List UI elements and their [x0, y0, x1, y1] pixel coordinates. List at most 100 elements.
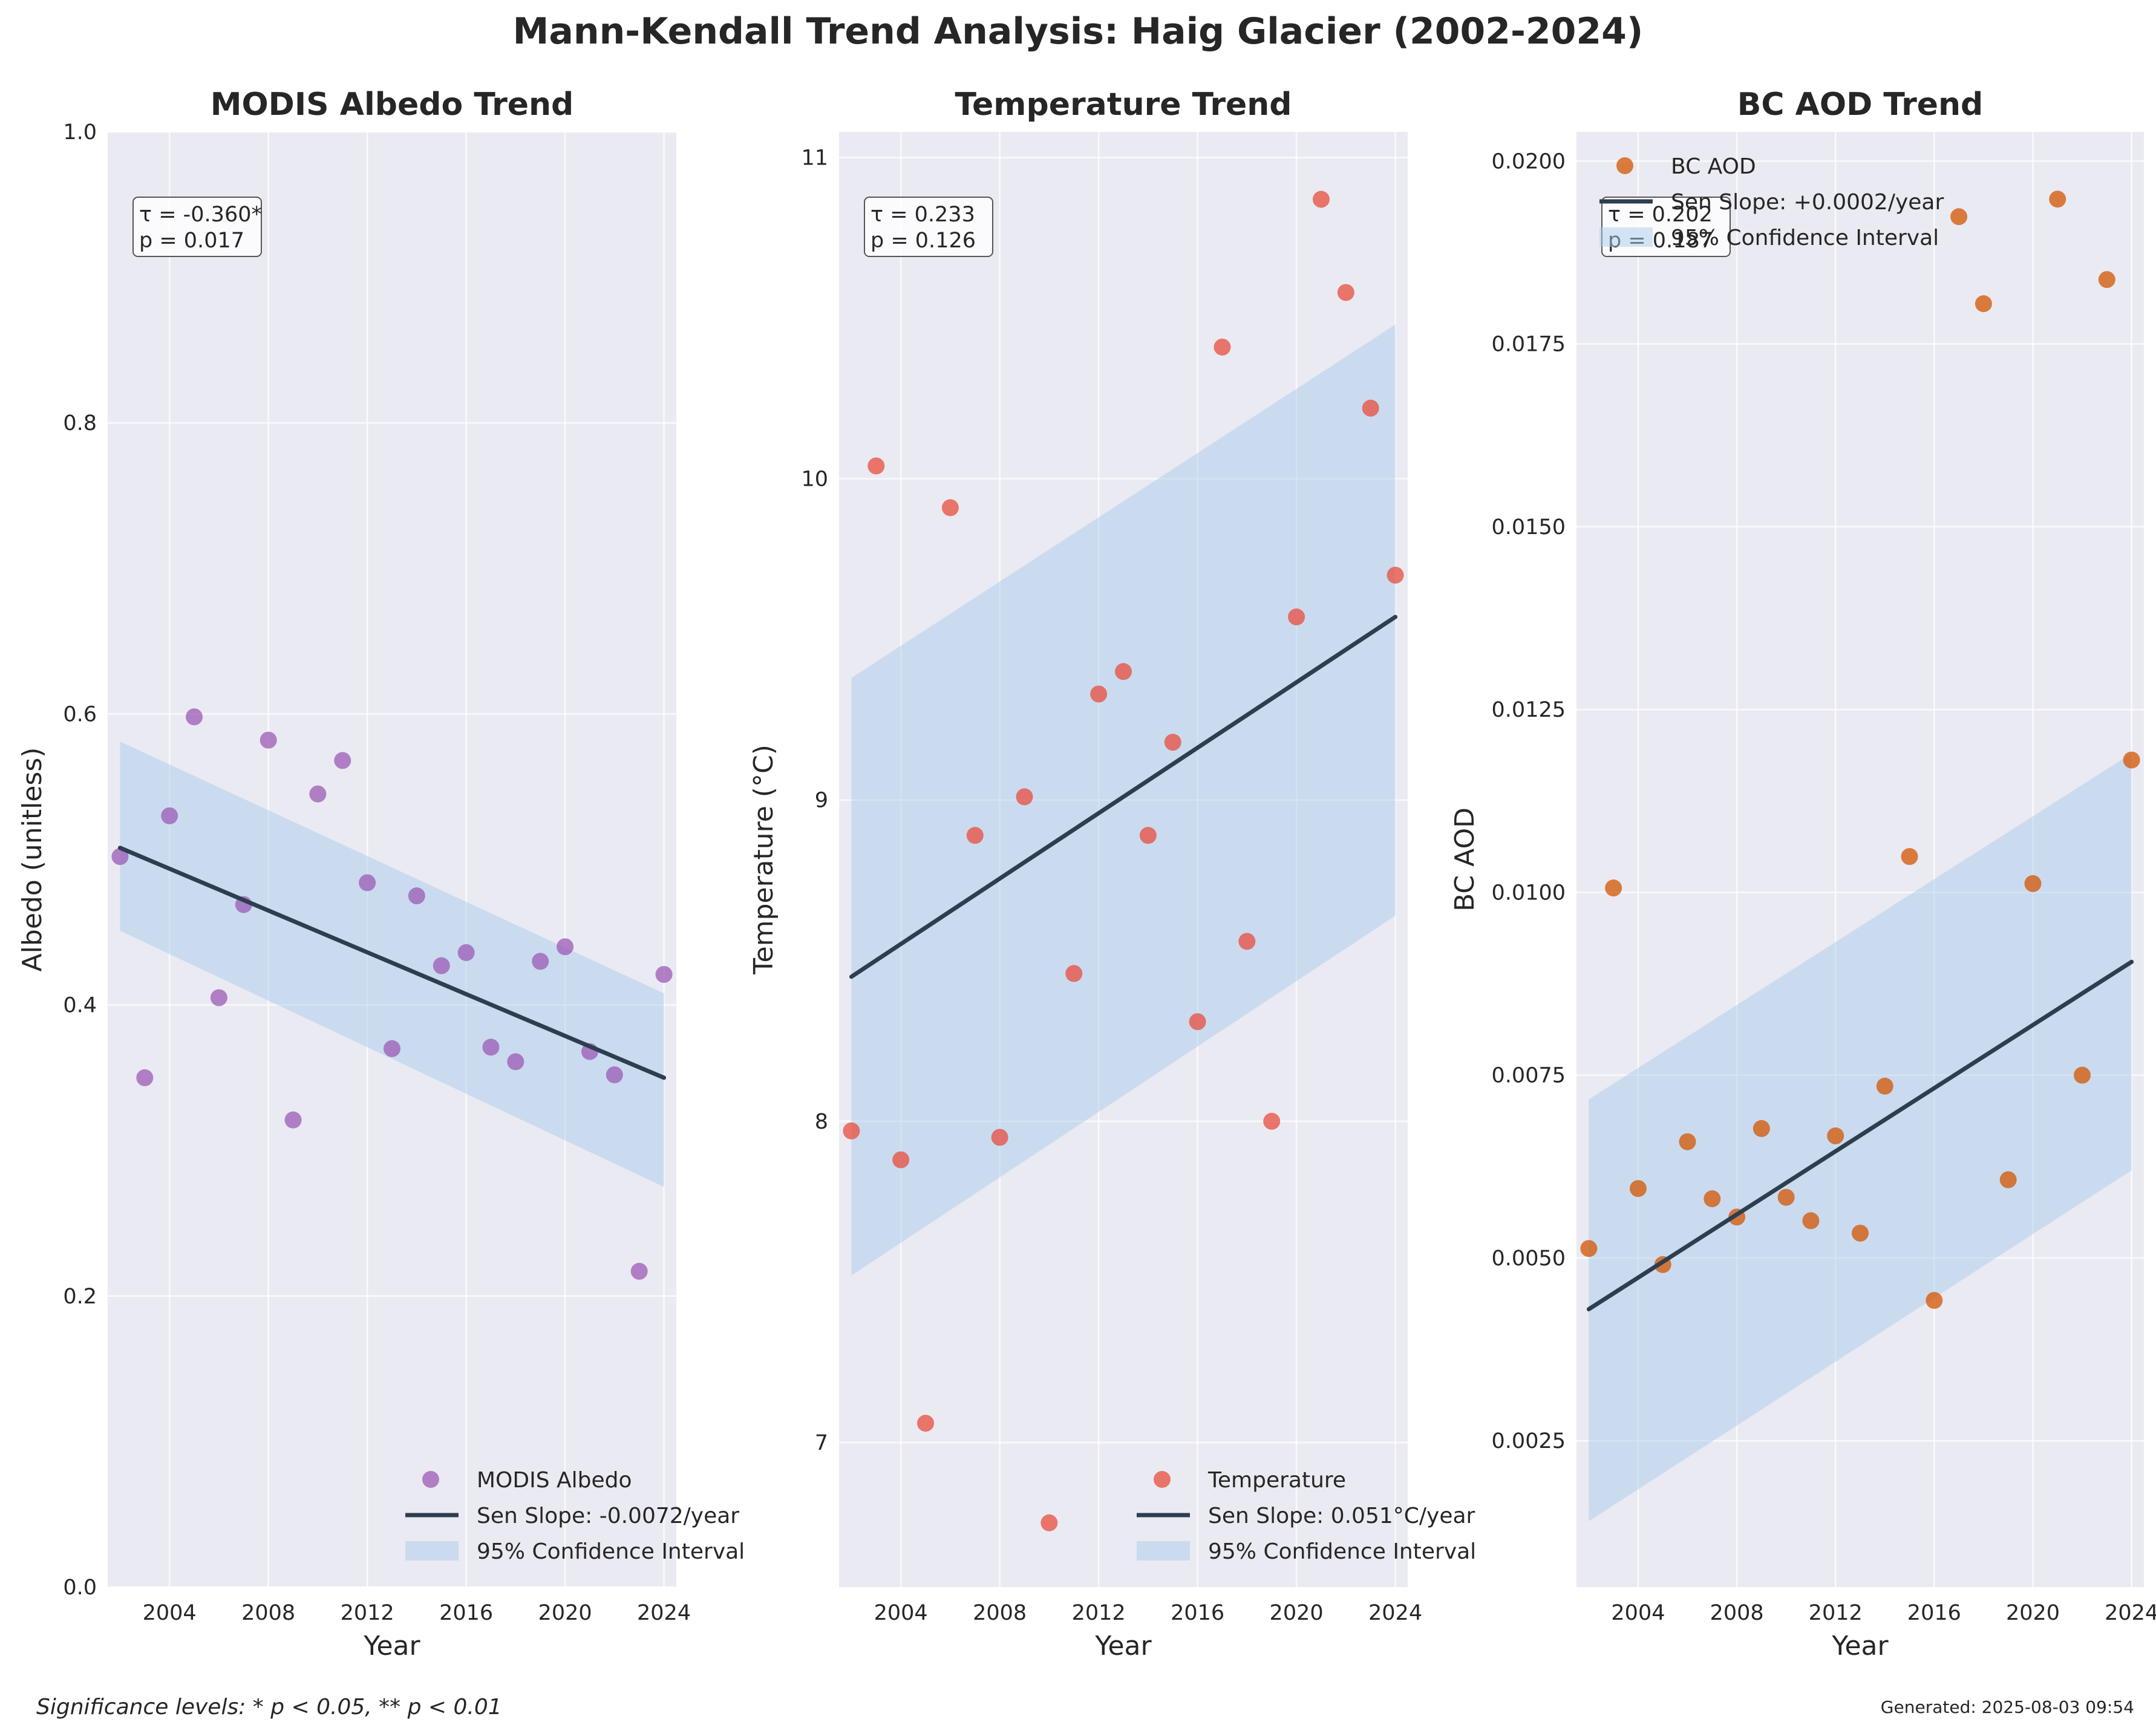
data-point — [1189, 1013, 1206, 1031]
data-point — [1362, 399, 1379, 417]
y-tick-label: 0.0200 — [1492, 149, 1566, 174]
data-point — [1090, 685, 1108, 703]
data-point — [111, 848, 129, 866]
legend-patch — [1137, 1541, 1190, 1560]
data-point — [1975, 295, 1992, 313]
y-tick-label: 11 — [801, 146, 828, 170]
legend-patch — [405, 1541, 459, 1560]
legend-patch — [1599, 227, 1653, 247]
data-point — [917, 1415, 935, 1432]
data-point — [1263, 1112, 1281, 1130]
data-point — [384, 1040, 400, 1057]
data-point — [1214, 338, 1231, 356]
y-tick-label: 0.0075 — [1492, 1064, 1566, 1088]
panel-title: MODIS Albedo Trend — [211, 86, 574, 123]
data-point — [1016, 788, 1033, 806]
confidence-interval-band — [851, 324, 1396, 1276]
x-tick-label: 2024 — [2105, 1601, 2156, 1625]
x-tick-label: 2016 — [1907, 1601, 1961, 1625]
data-point — [309, 785, 327, 803]
panel-temperature: 2004 2008 2012 2016 2020 2024 7 8 9 10 11 Temperatu… — [748, 86, 1476, 1661]
y-tick-label: 0.4 — [63, 994, 97, 1018]
tau-value: τ = 0.202 — [1608, 203, 1713, 227]
data-point — [507, 1053, 524, 1071]
sen-slope-line — [1586, 959, 2134, 1312]
y-tick-label: 0.0100 — [1492, 881, 1566, 905]
data-point — [1777, 1188, 1795, 1206]
data-point — [941, 499, 959, 517]
legend-label-series: Temperature — [1207, 1468, 1346, 1493]
y-tick-label: 9 — [815, 789, 828, 813]
data-point — [1115, 663, 1132, 680]
y-tick-label: 8 — [815, 1110, 828, 1134]
legend-label-series: MODIS Albedo — [477, 1468, 632, 1493]
y-tick-label: 10 — [801, 468, 828, 492]
x-tick-label: 2012 — [341, 1601, 394, 1625]
data-point — [482, 1038, 500, 1056]
x-axis-label: Year — [363, 1631, 420, 1661]
legend-label-sen-slope: Sen Slope: -0.0072/year — [477, 1504, 739, 1528]
significance-footnote: Significance levels: * p < 0.05, ** p < … — [36, 1695, 502, 1720]
legend-marker — [1154, 1471, 1171, 1488]
legend-label-sen-slope: Sen Slope: 0.051°C/year — [1208, 1504, 1475, 1528]
legend-label-ci: 95% Confidence Interval — [477, 1539, 745, 1564]
data-point — [1901, 848, 1918, 866]
data-point — [532, 953, 549, 970]
data-point — [991, 1129, 1008, 1146]
figure-suptitle: Mann-Kendall Trend Analysis: Haig Glacie… — [513, 10, 1644, 53]
generated-timestamp: Generated: 2025-08-03 09:54 — [1881, 1697, 2134, 1717]
data-point — [2024, 875, 2042, 892]
panel-modis-albedo: 2004 2008 2012 2016 2020 2024 0.0 0.2 0.4 0.6 0.8 1… — [17, 86, 745, 1661]
data-point — [1288, 608, 1305, 625]
x-tick-label: 2008 — [1710, 1601, 1764, 1625]
x-tick-label: 2004 — [1611, 1601, 1665, 1625]
x-tick-label: 2024 — [637, 1601, 691, 1625]
data-point — [1827, 1127, 1844, 1145]
data-point — [1802, 1212, 1820, 1230]
sen-slope-line — [117, 846, 667, 1080]
x-tick-label: 2004 — [143, 1601, 197, 1625]
data-point — [136, 1069, 154, 1086]
y-tick-label: 0.0025 — [1492, 1429, 1566, 1453]
y-tick-label: 0.6 — [63, 702, 97, 726]
x-tick-label: 2020 — [538, 1601, 592, 1625]
data-point — [1387, 566, 1404, 584]
data-point — [2074, 1066, 2091, 1084]
x-tick-label: 2016 — [1171, 1601, 1224, 1625]
data-point — [1950, 208, 1968, 226]
data-point — [334, 752, 351, 769]
data-point — [1040, 1514, 1058, 1531]
tau-value: τ = -0.360* — [139, 203, 262, 227]
x-axis-label: Year — [1094, 1631, 1152, 1661]
y-tick-label: 0.0150 — [1492, 515, 1566, 540]
data-point — [2098, 271, 2115, 289]
data-point — [1238, 933, 1256, 950]
x-tick-label: 2008 — [241, 1601, 295, 1625]
legend-marker — [1616, 157, 1633, 174]
data-point — [457, 944, 475, 961]
data-point — [1852, 1224, 1869, 1242]
data-point — [1337, 284, 1354, 301]
data-point — [1605, 879, 1622, 897]
x-tick-label: 2016 — [439, 1601, 493, 1625]
data-point — [260, 731, 277, 749]
data-point — [843, 1122, 860, 1140]
legend-label-series: BC AOD — [1671, 154, 1756, 179]
data-point — [433, 957, 450, 974]
x-tick-label: 2012 — [1809, 1601, 1863, 1625]
data-point — [630, 1262, 648, 1280]
x-tick-label: 2012 — [1072, 1601, 1126, 1625]
stats-box — [864, 197, 993, 257]
x-tick-label: 2020 — [2006, 1601, 2060, 1625]
data-point — [2049, 191, 2066, 208]
data-point — [408, 887, 425, 905]
x-tick-label: 2004 — [874, 1601, 928, 1625]
y-tick-label: 0.2 — [63, 1285, 97, 1309]
data-point — [966, 827, 984, 844]
legend-label-ci: 95% Confidence Interval — [1208, 1539, 1476, 1564]
data-point — [1164, 734, 1181, 751]
data-point — [2123, 751, 2140, 769]
data-point — [1580, 1240, 1598, 1257]
y-tick-label: 0.0 — [63, 1576, 97, 1600]
panel-title: Temperature Trend — [955, 86, 1292, 123]
